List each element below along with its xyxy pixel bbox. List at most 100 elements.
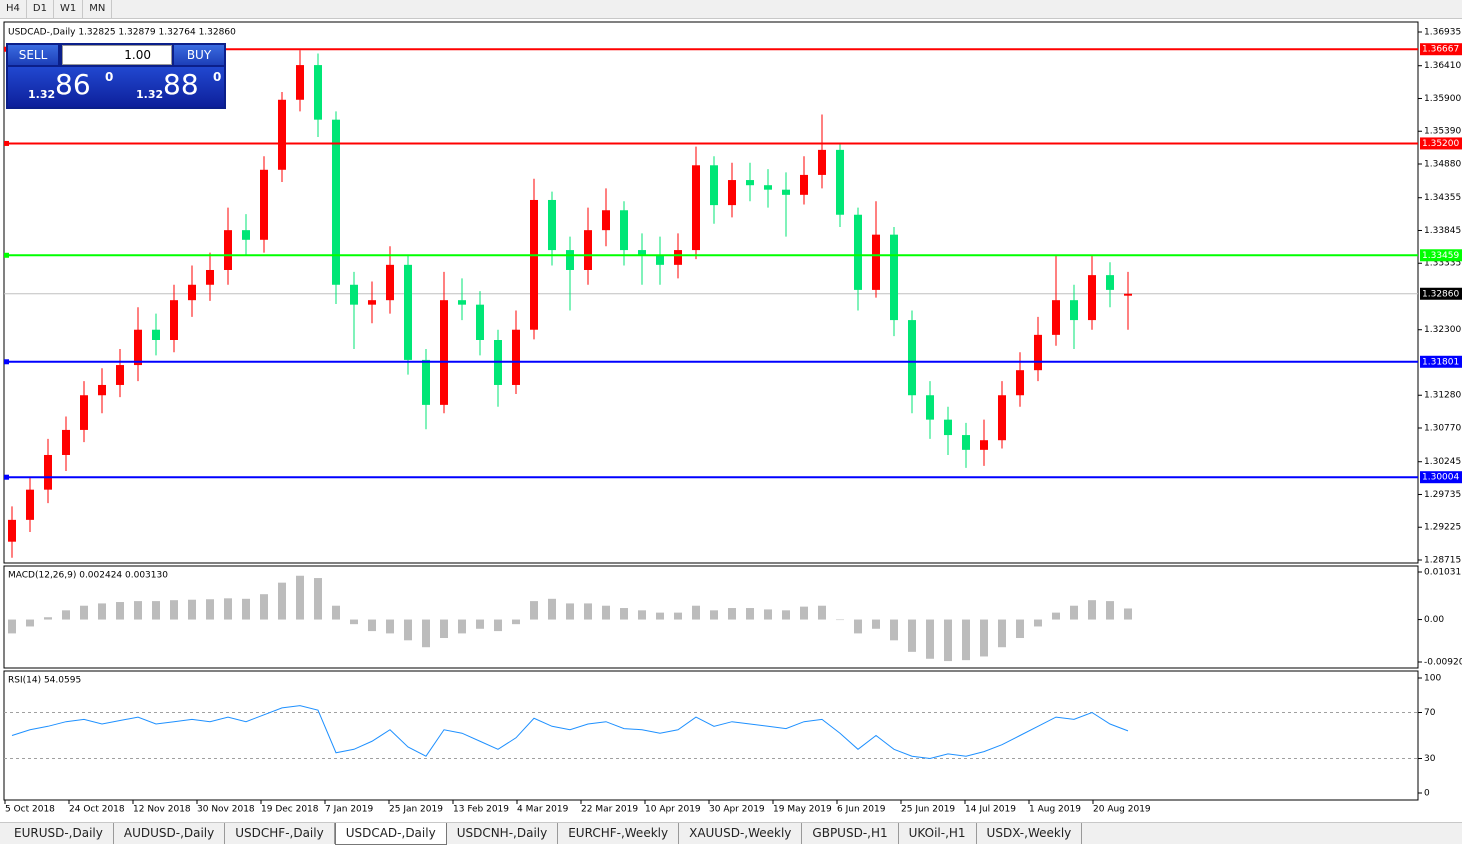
candle-body [530,199,538,330]
rsi-frame [3,670,1419,801]
candle-body [1034,334,1042,371]
chart-tab[interactable]: GBPUSD-,H1 [802,823,899,844]
chart-tab[interactable]: USDCNH-,Daily [447,823,559,844]
x-tick-label: 10 Apr 2019 [645,805,701,815]
timeframe-button[interactable]: D1 [27,0,54,18]
level-label: 1.33459 [1422,251,1459,261]
candle-body [584,230,592,270]
candle-body [170,300,178,340]
lot-input[interactable]: 1.00 [62,45,172,65]
histogram-bar [386,619,394,634]
histogram-bar [656,612,664,620]
histogram-bar [782,610,790,620]
histogram-bar [692,605,700,620]
histogram-bar [260,594,268,620]
histogram-bar [962,619,970,661]
y-tick-label: 1.36410 [1424,61,1461,71]
candle-body [386,264,394,301]
x-tick-label: 12 Nov 2018 [133,805,191,815]
candle-body [746,180,754,186]
histogram-bar [872,619,880,629]
candle-body [980,440,988,450]
candle-body [188,284,196,301]
y-tick-label: 1.29225 [1424,523,1461,533]
buy-button[interactable]: BUY [174,45,224,65]
histogram-bar [1034,619,1042,627]
histogram-bar [818,605,826,620]
histogram-bar [404,619,412,641]
histogram-bar [8,619,16,634]
histogram-bar [152,601,160,620]
level-label: 1.36667 [1422,45,1459,55]
timeframe-button[interactable]: MN [83,0,113,18]
histogram-bar [188,599,196,620]
candle-body [440,300,448,405]
histogram-bar [440,619,448,639]
histogram-bar [800,606,808,620]
chart-tab[interactable]: UKOil-,H1 [899,823,977,844]
candle-body [692,165,700,251]
x-tick-label: 30 Nov 2018 [197,805,255,815]
candle-body [224,230,232,270]
x-tick-label: 13 Feb 2019 [453,805,509,815]
chart-tab[interactable]: USDCAD-,Daily [334,823,447,845]
candle-body [98,384,106,396]
timeframe-button[interactable]: H4 [0,0,27,18]
chart-tab[interactable]: AUDUSD-,Daily [114,823,226,844]
candle-body [1052,300,1060,335]
histogram-bar [584,603,592,620]
candle-body [674,250,682,265]
y-tick-label: 0.010311 [1424,568,1462,578]
candle-body [116,365,124,385]
histogram-bar [710,610,718,620]
price-frac: 0 [105,70,114,84]
y-tick-label: 1.31280 [1424,391,1461,401]
chart-tab[interactable]: USDCHF-,Daily [225,823,335,844]
y-tick-label: 1.36935 [1424,28,1461,38]
chart-tab[interactable]: EURUSD-,Daily [4,823,114,844]
histogram-bar [314,578,322,620]
histogram-bar [458,619,466,634]
chart-tab[interactable]: EURCHF-,Weekly [558,823,680,844]
y-tick-label: 1.35900 [1424,94,1461,104]
histogram-bar [674,612,682,620]
candle-body [548,199,556,251]
histogram-bar [332,605,340,620]
candle-body [620,210,628,251]
y-tick-label: 1.30245 [1424,457,1461,467]
y-tick-label: 1.34355 [1424,193,1461,203]
current-price-label: 1.32860 [1422,289,1459,299]
y-tick-label: 1.30770 [1424,424,1461,434]
candle-body [476,304,484,340]
candle-body [512,329,520,385]
sell-button[interactable]: SELL [8,45,58,65]
histogram-bar [764,609,772,620]
histogram-bar [134,601,142,620]
macd-title: MACD(12,26,9) 0.002424 0.003130 [8,571,168,581]
x-tick-label: 19 May 2019 [773,805,832,815]
buy-price[interactable]: 1.32 88 0 [116,67,224,107]
sell-price[interactable]: 1.32 86 0 [8,67,116,107]
histogram-bar [746,608,754,620]
histogram-bar [548,598,556,620]
histogram-bar [278,582,286,620]
histogram-bar [206,599,214,620]
candle-body [80,395,88,430]
y-tick-label: -0.009203 [1424,658,1462,668]
level-label: 1.35200 [1422,139,1459,149]
timeframe-button[interactable]: W1 [54,0,84,18]
candle-body [242,230,250,240]
candle-body [566,250,574,270]
candle-body [8,519,16,542]
candle-body [1124,293,1132,296]
chart-tab[interactable]: USDX-,Weekly [977,823,1083,844]
level-handle [4,359,9,365]
histogram-bar [890,619,898,641]
chart-tab[interactable]: XAUUSD-,Weekly [679,823,803,844]
x-tick-label: 24 Oct 2018 [69,805,125,815]
candle-body [134,329,142,366]
level-handle [4,252,9,258]
candle-body [908,320,916,396]
histogram-bar [944,619,952,662]
